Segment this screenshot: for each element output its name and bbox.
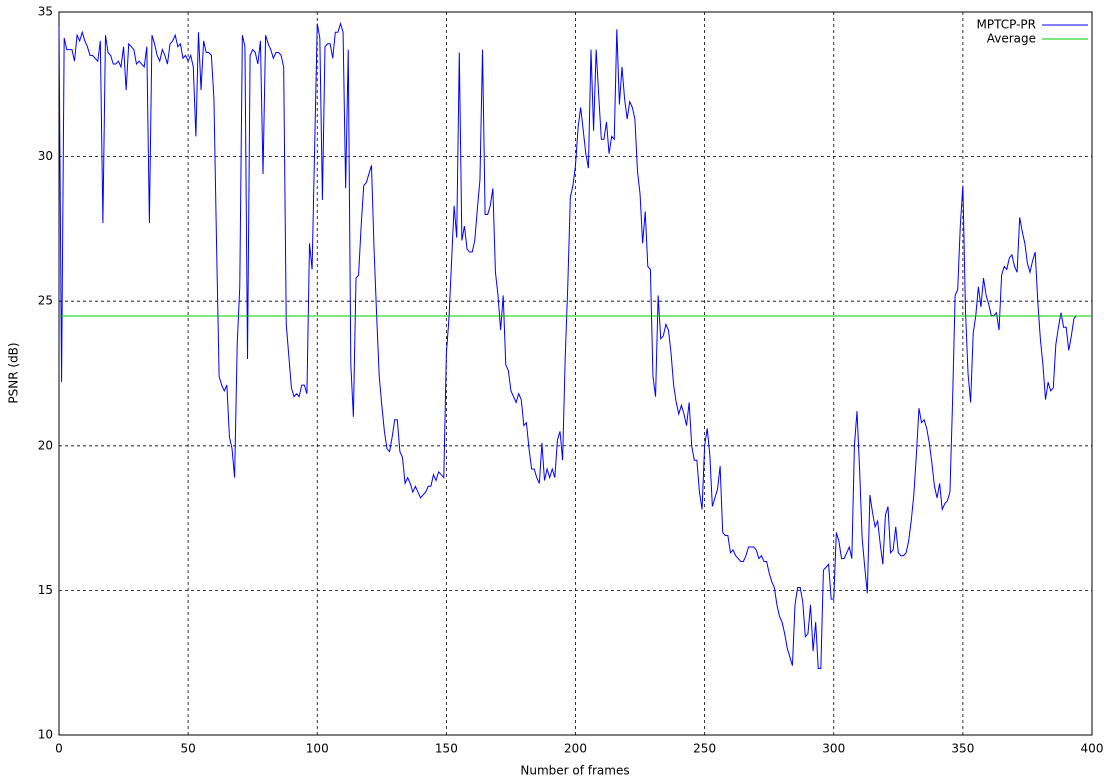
- y-tick-label: 20: [38, 438, 53, 452]
- y-axis-title: PSNR (dB): [7, 342, 21, 403]
- x-tick-label: 350: [951, 742, 974, 756]
- legend-label: Average: [987, 32, 1036, 46]
- x-tick-label: 300: [822, 742, 845, 756]
- x-tick-label: 250: [693, 742, 716, 756]
- y-tick-label: 25: [38, 294, 53, 308]
- x-axis-title: Number of frames: [520, 764, 629, 778]
- legend-label: MPTCP-PR: [977, 18, 1036, 32]
- plot-border: [58, 11, 1093, 736]
- y-tick-label: 10: [38, 728, 53, 742]
- y-tick-label: 30: [38, 149, 53, 163]
- x-tick-label: 150: [435, 742, 458, 756]
- x-tick-label: 0: [55, 742, 63, 756]
- y-tick-label: 15: [38, 583, 53, 597]
- y-tick-label: 35: [38, 5, 53, 19]
- x-tick-label: 200: [564, 742, 587, 756]
- x-tick-label: 100: [306, 742, 329, 756]
- data-line: [58, 21, 1077, 669]
- x-tick-label: 50: [180, 742, 195, 756]
- x-tick-label: 400: [1081, 742, 1104, 756]
